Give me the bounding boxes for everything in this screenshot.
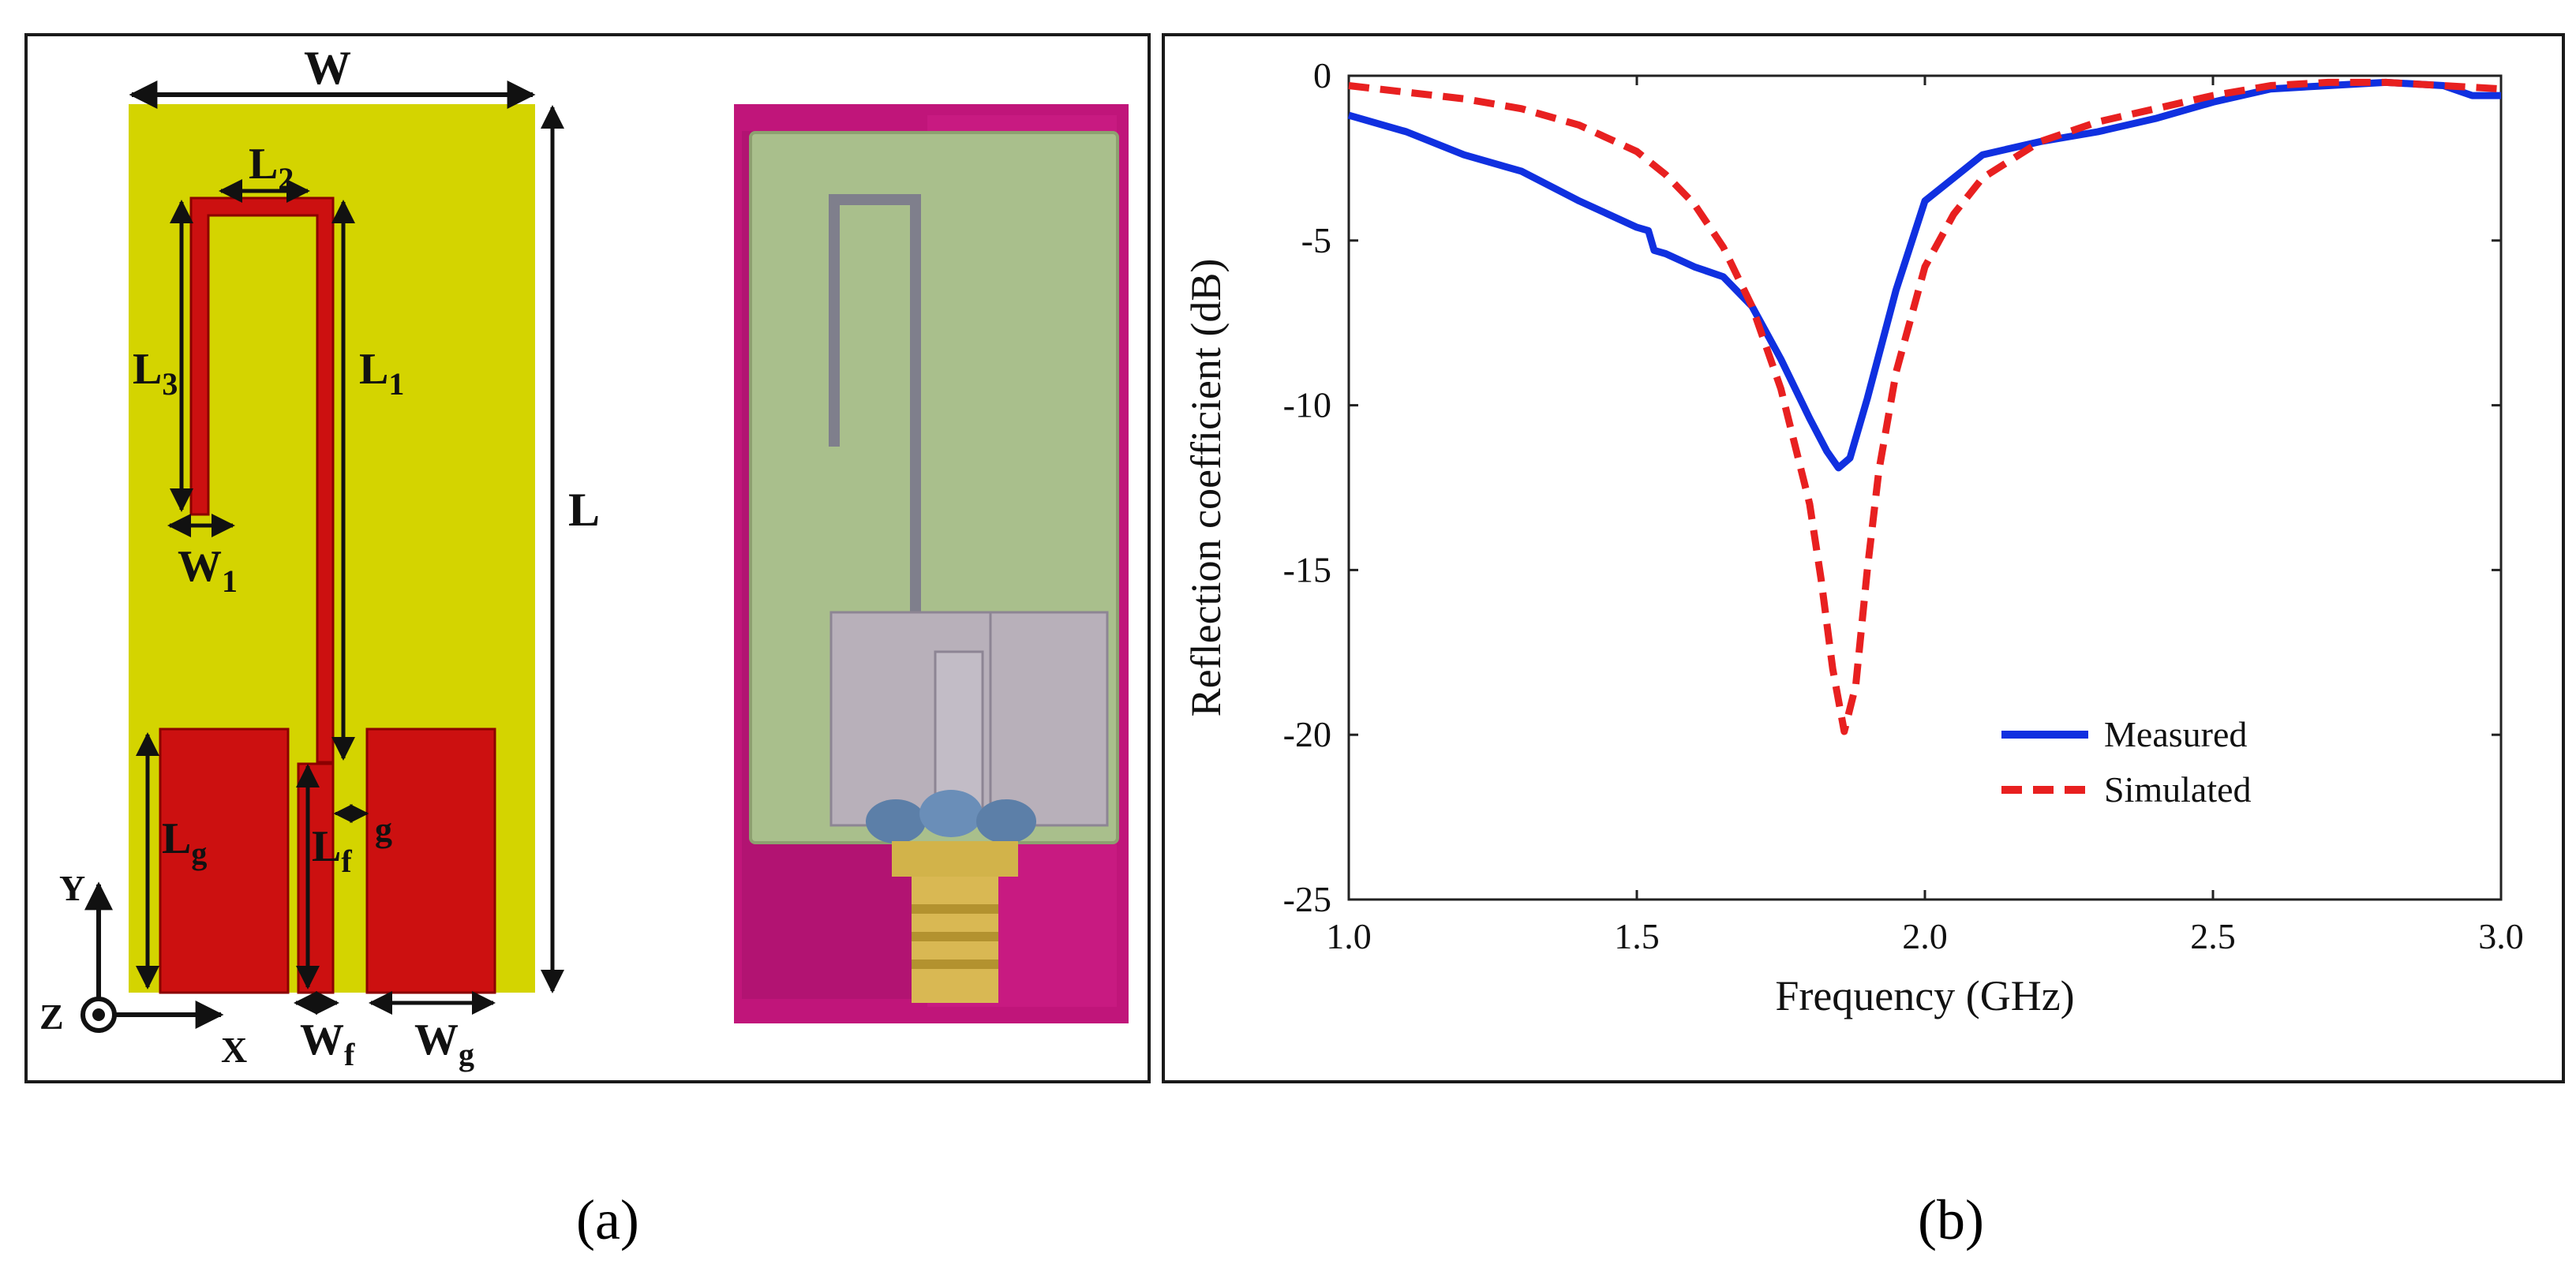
y-axis-label: Reflection coefficient (dB) (1182, 259, 1230, 717)
axis-label-y: Y (59, 868, 85, 908)
label-L3: L3 (133, 345, 178, 402)
y-tick-label: -10 (1283, 385, 1331, 425)
antenna-figure: W L L2 L3 L1 W1 Lg Lf g Wf Wg Y X Z (39, 42, 1129, 1072)
panel-b-chart: 1.0 1.5 2.0 2.5 3.0 0 -5 -10 -15 -20 -25 Frequency… (1162, 33, 2565, 1083)
y-tick-label: -15 (1283, 549, 1331, 589)
x-tick-label: 1.0 (1326, 916, 1372, 956)
feed-line (297, 762, 335, 994)
x-tick-label: 1.5 (1614, 916, 1660, 956)
x-axis-label: Frequency (GHz) (1775, 972, 2074, 1019)
axis-label-z: Z (39, 997, 64, 1037)
label-W1: W1 (178, 542, 238, 599)
coordinate-axes (80, 881, 224, 1033)
reflection-chart: 1.0 1.5 2.0 2.5 3.0 0 -5 -10 -15 -20 -25 Frequency… (1182, 55, 2524, 1019)
label-Lg: Lg (162, 814, 207, 871)
axis-label-x: X (221, 1030, 247, 1070)
y-tick-label: -25 (1283, 879, 1331, 919)
label-L: L (568, 484, 600, 536)
series-line-simulated (1348, 78, 2502, 735)
ground-plane-left (159, 728, 290, 994)
y-tick-label: -5 (1301, 220, 1331, 260)
legend: Measured Simulated (2001, 714, 2252, 810)
label-Lf: Lf (312, 822, 352, 879)
label-L1: L1 (359, 345, 404, 402)
series-line-measured (1347, 78, 2501, 472)
caption-a: (a) (576, 1188, 639, 1251)
fabricated-antenna-photo (734, 104, 1129, 1023)
x-tick-label: 2.0 (1902, 916, 1948, 956)
label-L2: L2 (249, 140, 294, 196)
legend-label-simulated: Simulated (2104, 769, 2252, 810)
y-tick-label: -20 (1283, 714, 1331, 754)
ground-plane-right (365, 728, 496, 994)
label-g: g (375, 810, 392, 849)
label-Wf: Wf (300, 1016, 355, 1072)
caption-b: (b) (1918, 1188, 1984, 1251)
label-W: W (304, 42, 351, 94)
panel-a-antenna: W L L2 L3 L1 W1 Lg Lf g Wf Wg Y X Z (24, 33, 1151, 1083)
legend-label-measured: Measured (2104, 714, 2247, 754)
x-tick-label: 2.5 (2190, 916, 2236, 956)
y-tick-label: 0 (1313, 55, 1331, 95)
label-Wg: Wg (414, 1016, 474, 1072)
x-tick-label: 3.0 (2478, 916, 2524, 956)
